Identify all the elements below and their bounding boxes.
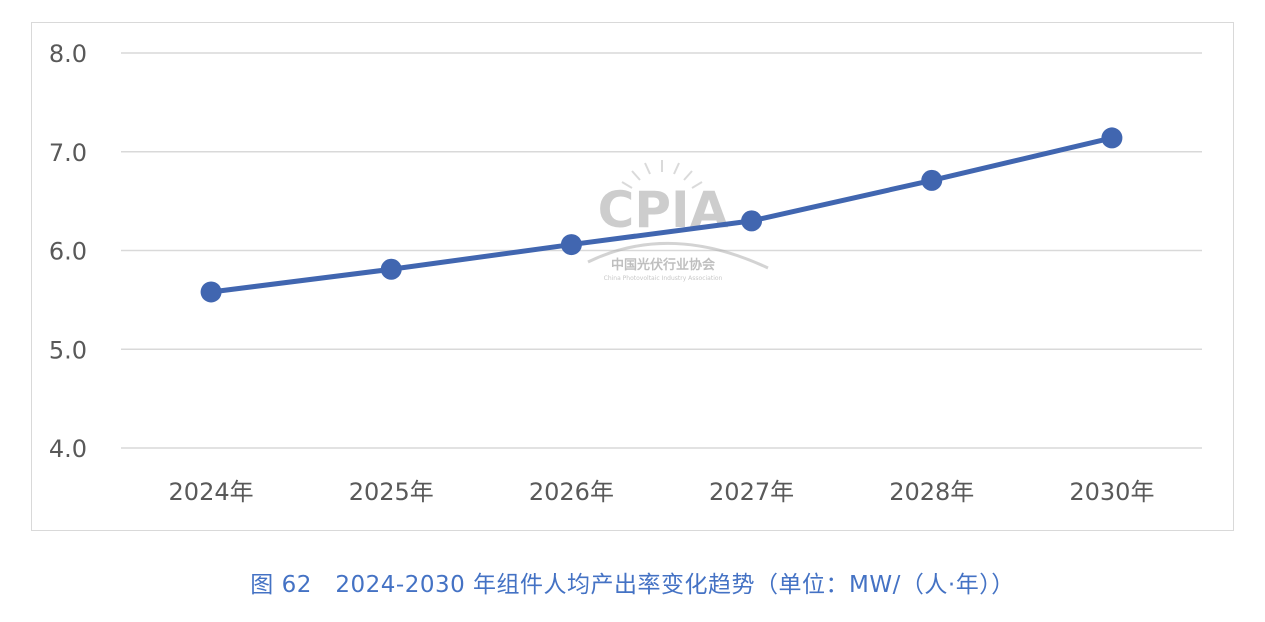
data-point-5 — [1101, 127, 1123, 149]
data-point-4 — [921, 169, 943, 191]
figure-caption: 图 62 2024-2030 年组件人均产出率变化趋势（单位：MW/（人·年）） — [250, 572, 1015, 598]
line-chart: 4.0 5.0 6.0 7.0 8.0 2024年 2025年 2026年 2027年 2028… — [49, 40, 1202, 506]
y-tick-label: 6.0 — [49, 238, 87, 266]
y-tick-label: 4.0 — [49, 435, 87, 463]
gridlines — [121, 52, 1202, 449]
y-axis-ticks: 4.0 5.0 6.0 7.0 8.0 — [49, 40, 87, 463]
x-tick-label: 2027年 — [709, 478, 794, 506]
chart-frame — [31, 22, 1234, 531]
x-tick-label: 2026年 — [529, 478, 614, 506]
cpia-watermark-logo: CPIA 中国光伏行业协会 China Photovoltaic Industr… — [587, 160, 769, 282]
data-point-1 — [380, 258, 402, 280]
watermark-org-name-en: China Photovoltaic Industry Association — [604, 275, 723, 282]
series-line-path — [210, 135, 1113, 295]
y-tick-label: 8.0 — [49, 40, 87, 68]
y-tick-label: 7.0 — [49, 139, 87, 167]
data-point-0 — [200, 281, 222, 303]
series-line — [210, 135, 1113, 295]
watermark-logo-text: CPIA — [598, 181, 729, 239]
watermark-org-name-cn: 中国光伏行业协会 — [611, 257, 716, 273]
series-markers — [200, 127, 1123, 303]
x-axis-ticks: 2024年 2025年 2026年 2027年 2028年 2030年 — [169, 478, 1155, 506]
y-tick-label: 5.0 — [49, 336, 87, 364]
x-tick-label: 2024年 — [169, 478, 254, 506]
x-tick-label: 2028年 — [889, 478, 974, 506]
x-tick-label: 2025年 — [349, 478, 434, 506]
data-point-3 — [741, 210, 763, 232]
data-point-2 — [560, 234, 582, 256]
swoosh-icon — [587, 242, 769, 270]
sun-rays-icon — [621, 160, 703, 189]
x-tick-label: 2030年 — [1069, 478, 1154, 506]
